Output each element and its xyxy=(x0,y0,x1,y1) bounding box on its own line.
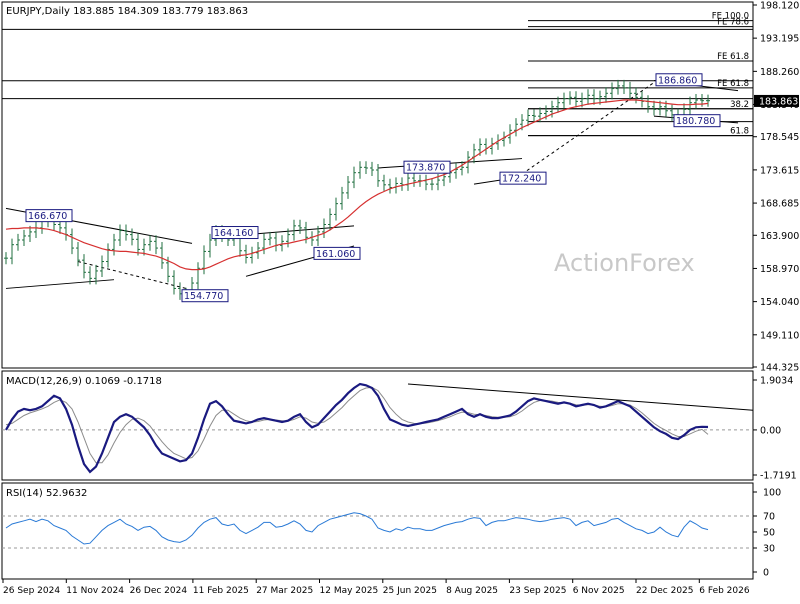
level-label-box xyxy=(655,73,703,87)
x-tick-label: 26 Sep 2024 xyxy=(3,586,60,596)
moving-average-line xyxy=(5,99,709,271)
macd-panel-frame xyxy=(1,370,754,481)
price-y-tick-label: 149.110 xyxy=(760,330,799,341)
macd-line xyxy=(5,382,709,474)
x-tick-label: 6 Feb 2026 xyxy=(699,586,750,596)
level-label: 173.870 xyxy=(406,163,445,174)
level-label: 166.670 xyxy=(28,211,67,222)
trendline xyxy=(5,279,115,289)
level-label: 172.240 xyxy=(502,174,541,185)
x-tick-label: 22 Dec 2025 xyxy=(636,586,694,596)
level-label-box xyxy=(673,114,721,128)
price-y-tick-label: 198.120 xyxy=(760,1,799,12)
price-y-tick-label: 178.545 xyxy=(760,132,799,143)
price-horizontal-lines xyxy=(2,20,753,137)
x-tick-label: 11 Nov 2024 xyxy=(66,586,124,596)
rsi-y-axis: 100 70 50 30 0 xyxy=(2,488,781,579)
level-label-box xyxy=(403,160,451,174)
trendline xyxy=(77,261,187,289)
price-y-tick-label: 158.970 xyxy=(760,264,799,275)
price-panel-frame xyxy=(1,1,754,369)
current-price-text: 183.863 xyxy=(759,96,798,107)
fibo-label: FE 100.0 xyxy=(712,12,749,22)
level-label-box xyxy=(25,209,73,223)
level-label-box xyxy=(313,246,361,260)
macd-y-tick-label: -1.7191 xyxy=(760,471,797,482)
rsi-y-tick-label: 70 xyxy=(763,512,775,523)
macd-y-tick-label: 0.00 xyxy=(760,425,781,436)
rsi-line xyxy=(5,512,709,545)
x-tick-label: 11 Feb 2025 xyxy=(193,586,249,596)
level-label: 164.160 xyxy=(214,228,253,239)
fibo-label: 61.8 xyxy=(730,127,749,137)
x-tick-label: 23 Sep 2025 xyxy=(509,586,566,596)
fibo-label: FE 61.8 xyxy=(717,79,749,89)
level-label: 154.770 xyxy=(184,291,223,302)
price-y-tick-label: 144.325 xyxy=(760,363,799,374)
macd-trendline xyxy=(407,383,754,411)
macd-title: MACD(12,26,9) 0.1069 -0.1718 xyxy=(6,376,162,387)
x-axis: 26 Sep 2024 11 Nov 2024 26 Dec 2024 11 Feb … xyxy=(2,579,750,596)
rsi-y-tick-label: 100 xyxy=(763,488,781,499)
price-y-tick-label: 163.900 xyxy=(760,231,799,242)
rsi-title: RSI(14) 52.9632 xyxy=(6,488,87,499)
level-label-box xyxy=(211,226,259,240)
rsi-series xyxy=(5,512,709,545)
price-level-labels: 166.670 164.160 154.770 161.060 173.870 172.2… xyxy=(25,73,721,303)
level-label: 161.060 xyxy=(316,249,355,260)
fibo-label: 38.2 xyxy=(730,100,749,110)
level-label: 180.780 xyxy=(676,116,715,127)
price-y-tick-label: 154.040 xyxy=(760,297,799,308)
price-y-axis: 198.120193.195188.260183.340178.545173.6… xyxy=(753,1,799,374)
level-label-box xyxy=(499,171,547,185)
price-y-tick-label: 193.195 xyxy=(760,34,799,45)
price-y-tick-label: 188.260 xyxy=(760,67,799,78)
fibo-labels: FE 100.0FE 78.6 FE 61.8 FE 61.8 38.2 61.8 xyxy=(712,12,749,137)
current-price-tag: 183.863 xyxy=(754,94,799,107)
macd-y-tick-label: 1.9034 xyxy=(760,376,793,387)
price-title: EURJPY,Daily 183.885 184.309 183.779 183… xyxy=(6,6,248,17)
price-y-tick-label: 168.685 xyxy=(760,199,799,210)
x-tick-label: 27 Mar 2025 xyxy=(256,586,313,596)
rsi-panel-frame xyxy=(1,482,754,580)
rsi-y-tick-label: 30 xyxy=(763,544,775,555)
level-label: 186.860 xyxy=(658,75,697,86)
rsi-y-tick-label: 0 xyxy=(763,568,769,579)
x-tick-label: 12 May 2025 xyxy=(320,586,379,596)
trendline xyxy=(521,82,655,175)
fibo-label: FE 61.8 xyxy=(717,52,749,62)
x-tick-label: 8 Aug 2025 xyxy=(446,586,498,596)
x-tick-label: 6 Nov 2025 xyxy=(573,586,625,596)
fibo-label: FE 78.6 xyxy=(717,18,749,28)
x-tick-label: 25 Jun 2025 xyxy=(383,586,437,596)
level-label-box xyxy=(181,289,229,303)
macd-y-axis: 1.9034 0.00 -1.7191 xyxy=(2,376,797,482)
rsi-y-tick-label: 50 xyxy=(763,528,775,539)
macd-series xyxy=(5,382,754,474)
watermark: ActionForex xyxy=(554,249,695,277)
panel-frames xyxy=(1,1,754,580)
x-tick-label: 26 Dec 2024 xyxy=(130,586,188,596)
current-price-box xyxy=(754,94,799,107)
price-y-tick-label: 173.615 xyxy=(760,165,799,176)
